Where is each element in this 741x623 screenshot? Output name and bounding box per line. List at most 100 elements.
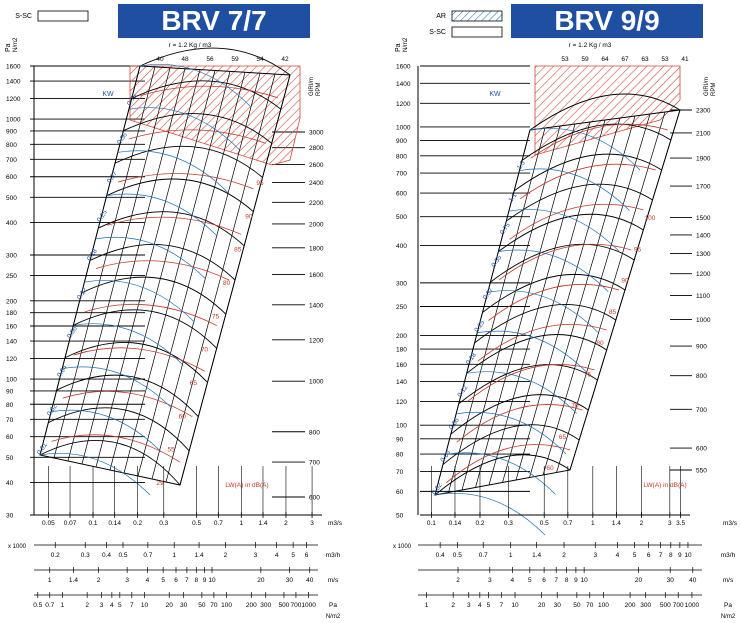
velocity-tick-label: 5	[161, 577, 165, 584]
velocity-tick-label: 1.4	[69, 577, 78, 584]
overload-zone	[534, 65, 681, 156]
rpm-tick-label: 2000	[309, 221, 324, 228]
x-tick-label: 3	[310, 520, 314, 527]
flow-h-tick-label: 8	[669, 552, 673, 559]
sound-axis-label: LW(A) in dB(A)	[225, 482, 268, 489]
sound-curve	[498, 243, 632, 281]
velocity-tick-label: 10	[581, 577, 589, 584]
pa-tick-label: 70	[210, 602, 218, 609]
flow-h-tick-label: 0.7	[143, 552, 152, 559]
flow-h-tick-label: 0.3	[81, 552, 90, 559]
rpm-curve	[98, 211, 245, 247]
efficiency-tick-label: 53	[661, 56, 669, 63]
rpm-curve	[434, 454, 571, 496]
power-curve	[466, 371, 577, 414]
pa-tick-label: 5	[487, 602, 491, 609]
rpm-curve	[81, 276, 227, 315]
power-curve	[456, 411, 567, 455]
legend-item: S-SC	[15, 10, 89, 22]
y-tick-label: 180	[6, 310, 17, 317]
y-tick-label: 400	[396, 243, 407, 250]
sound-curve	[140, 85, 279, 99]
system-line	[529, 115, 636, 478]
rpm-tick-label: 1000	[696, 317, 711, 324]
power-curve	[95, 236, 206, 280]
power-curve	[487, 290, 599, 333]
rpm-curve	[114, 145, 263, 178]
pa-tick-label: 10	[141, 602, 149, 609]
efficiency-tick-label: 63	[641, 56, 649, 63]
rpm-tick-label: 2600	[309, 162, 324, 169]
x-tick-label: 0.14	[449, 520, 462, 527]
sound-curve	[84, 303, 217, 326]
power-curve	[128, 107, 240, 150]
pa-tick-label: 30	[554, 602, 562, 609]
kw-tick-label: 0.75	[499, 221, 512, 236]
pa-tick-label: 3	[100, 602, 104, 609]
y-tick-label: 140	[6, 339, 17, 346]
pa-tick-label: 700	[291, 602, 302, 609]
pa-tick-label: 0.5	[33, 602, 42, 609]
flow-h-tick-label: 5	[633, 552, 637, 559]
y-tick-label: 60	[6, 434, 14, 441]
sound-tick-label: 55	[167, 447, 175, 454]
efficiency-tick-label: 41	[681, 56, 689, 63]
rpm-curve	[123, 113, 272, 144]
pa-tick-label: 50	[573, 602, 581, 609]
velocity-tick-label: 20	[257, 577, 265, 584]
power-curve	[84, 280, 195, 323]
kw-axis-label: KW	[102, 91, 114, 98]
flow-h-tick-label: 4	[616, 552, 620, 559]
velocity-tick-label: 10	[208, 577, 216, 584]
pa-tick-label: 200	[246, 602, 257, 609]
x-tick-label: 2	[640, 520, 644, 527]
flow-multiplier-label: x 1000	[8, 544, 27, 550]
sound-curve	[73, 347, 205, 372]
y-tick-label: 1000	[396, 124, 411, 131]
legend-label: S-SC	[15, 13, 32, 20]
pa-tick-label: 1	[61, 602, 65, 609]
efficiency-tick-label: 59	[581, 56, 589, 63]
power-curve	[529, 127, 641, 171]
rpm-curve	[474, 304, 617, 344]
pa-tick-label: 0.7	[45, 602, 54, 609]
y-tick-label: 250	[396, 304, 407, 311]
sound-curve	[509, 203, 644, 240]
y-tick-label: 160	[396, 362, 407, 369]
pa-tick-label: 1	[425, 602, 429, 609]
kw-tick-label: 0.04	[56, 364, 69, 379]
flow-h-tick-label: 6	[305, 552, 309, 559]
pa-tick-label: 5	[118, 602, 122, 609]
rpm-curve	[450, 394, 589, 435]
flow-h-tick-label: 7	[659, 552, 663, 559]
y-tick-label: 1200	[6, 96, 21, 103]
legend-label: S-SC	[429, 29, 446, 36]
y-tick-label: 120	[6, 356, 17, 363]
power-curve	[477, 330, 588, 374]
system-line	[67, 67, 171, 462]
pa-tick-label: 4	[478, 602, 482, 609]
pa-tick-label: 500	[660, 602, 671, 609]
y-tick-label: 200	[6, 298, 17, 305]
velocity-tick-label: 9	[574, 577, 578, 584]
sound-curve	[477, 324, 607, 362]
rpm-tick-label: 1300	[696, 251, 711, 258]
y-tick-label: 800	[396, 153, 407, 160]
rpm-tick-label: 1200	[309, 337, 324, 344]
rpm-tick-label: 700	[309, 460, 320, 467]
rpm-tick-label: 700	[696, 407, 707, 414]
rpm-curve	[498, 213, 644, 253]
y-tick-label: 70	[6, 417, 14, 424]
sound-curve	[118, 173, 254, 190]
efficiency-tick-label: 53	[561, 56, 569, 63]
system-line	[461, 125, 561, 491]
pa-tick-label: 50	[198, 602, 206, 609]
x-tick-label: 1	[240, 520, 244, 527]
sound-tick-label: 90	[245, 213, 253, 220]
rpm-tick-label: 900	[696, 344, 707, 351]
velocity-tick-label: 2	[456, 577, 460, 584]
rpm-tick-label: 2300	[696, 108, 711, 115]
sound-curve	[446, 444, 571, 484]
y-tick-label: 400	[6, 220, 17, 227]
flow-h-tick-label: 1.4	[532, 552, 541, 559]
